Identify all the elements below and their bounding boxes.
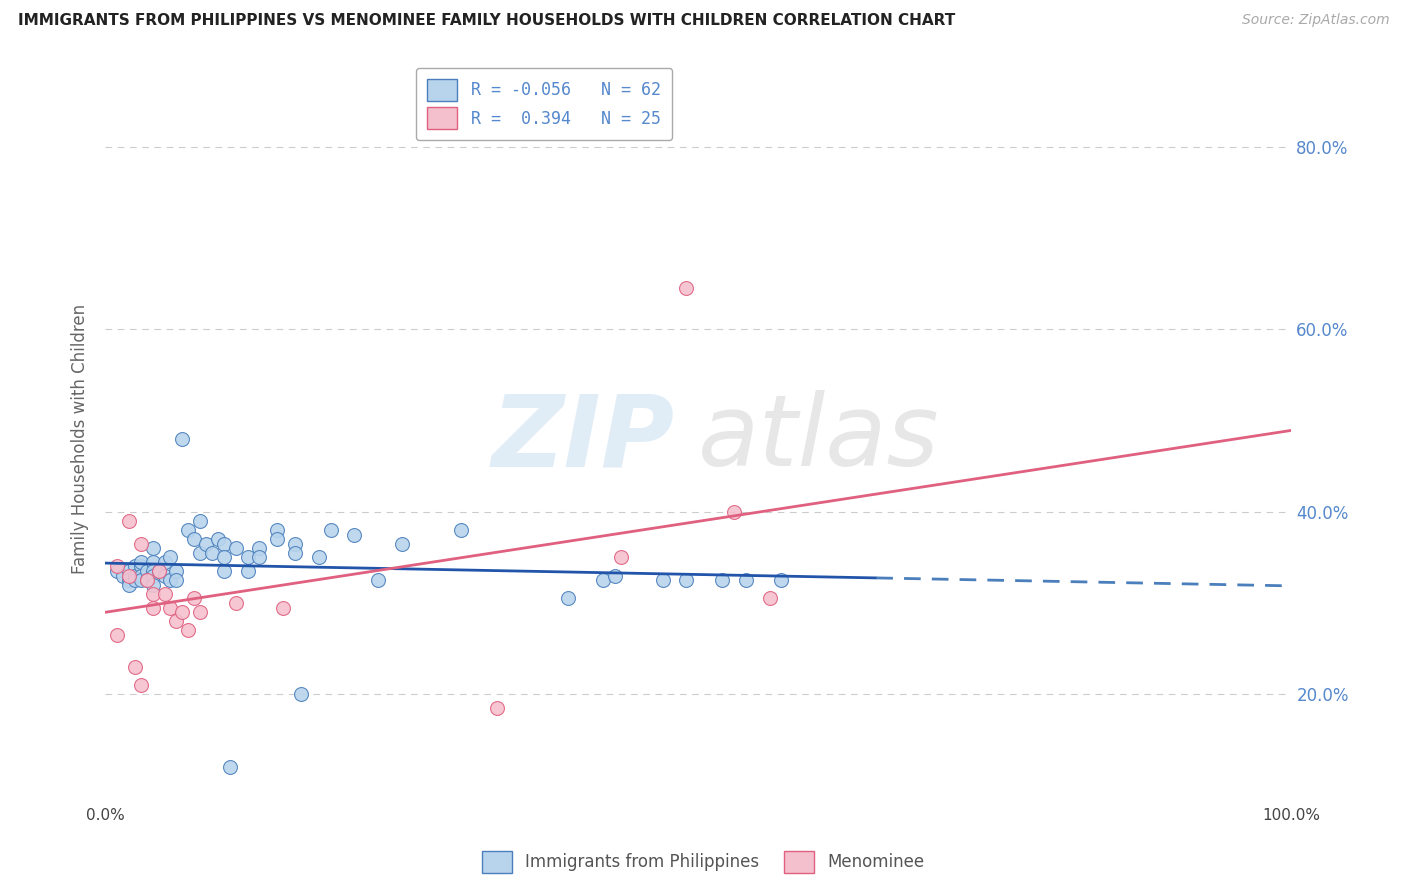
Point	[284, 536, 307, 550]
Point	[236, 550, 259, 565]
Text: Source: ZipAtlas.com: Source: ZipAtlas.com	[1241, 13, 1389, 28]
Point	[124, 559, 146, 574]
Text: IMMIGRANTS FROM PHILIPPINES VS MENOMINEE FAMILY HOUSEHOLDS WITH CHILDREN CORRELA: IMMIGRANTS FROM PHILIPPINES VS MENOMINEE…	[18, 13, 956, 29]
Point	[129, 559, 152, 574]
Point	[129, 555, 152, 569]
Point	[195, 536, 218, 550]
Legend: Immigrants from Philippines, Menominee: Immigrants from Philippines, Menominee	[475, 845, 931, 880]
Point	[271, 600, 294, 615]
Point	[212, 550, 235, 565]
Point	[367, 573, 389, 587]
Point	[319, 523, 342, 537]
Point	[212, 536, 235, 550]
Point	[770, 573, 793, 587]
Point	[711, 573, 734, 587]
Point	[159, 573, 181, 587]
Point	[105, 559, 128, 574]
Point	[124, 568, 146, 582]
Point	[118, 514, 141, 528]
Text: atlas: atlas	[699, 391, 941, 487]
Point	[188, 605, 211, 619]
Point	[148, 564, 170, 578]
Point	[605, 568, 627, 582]
Point	[284, 546, 307, 560]
Point	[249, 541, 271, 556]
Point	[159, 600, 181, 615]
Point	[124, 660, 146, 674]
Point	[225, 541, 247, 556]
Point	[165, 564, 187, 578]
Point	[129, 536, 152, 550]
Point	[212, 564, 235, 578]
Point	[142, 564, 165, 578]
Point	[118, 573, 141, 587]
Point	[135, 573, 157, 587]
Point	[118, 568, 141, 582]
Y-axis label: Family Households with Children: Family Households with Children	[72, 303, 89, 574]
Point	[450, 523, 472, 537]
Point	[188, 546, 211, 560]
Point	[142, 541, 165, 556]
Point	[105, 564, 128, 578]
Point	[183, 532, 205, 546]
Point	[723, 505, 745, 519]
Point	[249, 550, 271, 565]
Point	[129, 573, 152, 587]
Point	[142, 555, 165, 569]
Point	[183, 591, 205, 606]
Point	[266, 532, 288, 546]
Point	[129, 568, 152, 582]
Point	[188, 514, 211, 528]
Point	[135, 564, 157, 578]
Point	[159, 550, 181, 565]
Point	[129, 678, 152, 692]
Point	[148, 564, 170, 578]
Point	[391, 536, 413, 550]
Point	[485, 701, 508, 715]
Point	[111, 568, 134, 582]
Point	[610, 550, 633, 565]
Point	[201, 546, 224, 560]
Point	[177, 523, 200, 537]
Point	[734, 573, 756, 587]
Point	[153, 587, 176, 601]
Point	[153, 555, 176, 569]
Point	[266, 523, 288, 537]
Point	[153, 568, 176, 582]
Point	[218, 760, 240, 774]
Point	[124, 573, 146, 587]
Legend: R = -0.056   N = 62, R =  0.394   N = 25: R = -0.056 N = 62, R = 0.394 N = 25	[416, 68, 672, 141]
Point	[758, 591, 780, 606]
Point	[177, 624, 200, 638]
Point	[343, 527, 366, 541]
Point	[225, 596, 247, 610]
Point	[172, 605, 194, 619]
Text: ZIP: ZIP	[492, 391, 675, 487]
Point	[105, 628, 128, 642]
Point	[142, 578, 165, 592]
Point	[651, 573, 673, 587]
Point	[675, 281, 697, 295]
Point	[118, 564, 141, 578]
Point	[165, 614, 187, 628]
Point	[118, 578, 141, 592]
Point	[592, 573, 614, 587]
Point	[172, 432, 194, 446]
Point	[675, 573, 697, 587]
Point	[557, 591, 579, 606]
Point	[290, 687, 312, 701]
Point	[142, 600, 165, 615]
Point	[207, 532, 229, 546]
Point	[142, 568, 165, 582]
Point	[308, 550, 330, 565]
Point	[135, 573, 157, 587]
Point	[165, 573, 187, 587]
Point	[236, 564, 259, 578]
Point	[142, 587, 165, 601]
